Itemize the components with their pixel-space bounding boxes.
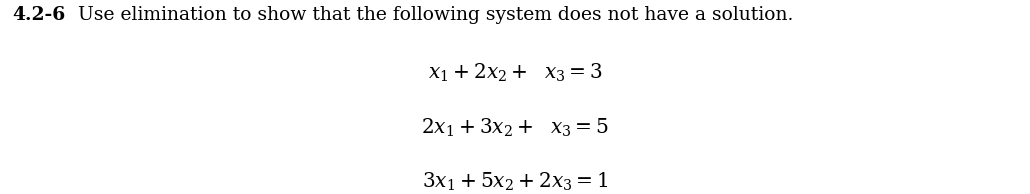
Text: Use elimination to show that the following system does not have a solution.: Use elimination to show that the followi… (66, 6, 793, 24)
Text: $x_1 + 2x_2 + \ \ x_3 = 3$: $x_1 + 2x_2 + \ \ x_3 = 3$ (427, 62, 603, 84)
Text: 4.2-6: 4.2-6 (12, 6, 66, 24)
Text: $3x_1 + 5x_2 + 2x_3 = 1$: $3x_1 + 5x_2 + 2x_3 = 1$ (421, 171, 609, 193)
Text: $2x_1 + 3x_2 + \ \ x_3 = 5$: $2x_1 + 3x_2 + \ \ x_3 = 5$ (421, 116, 609, 139)
